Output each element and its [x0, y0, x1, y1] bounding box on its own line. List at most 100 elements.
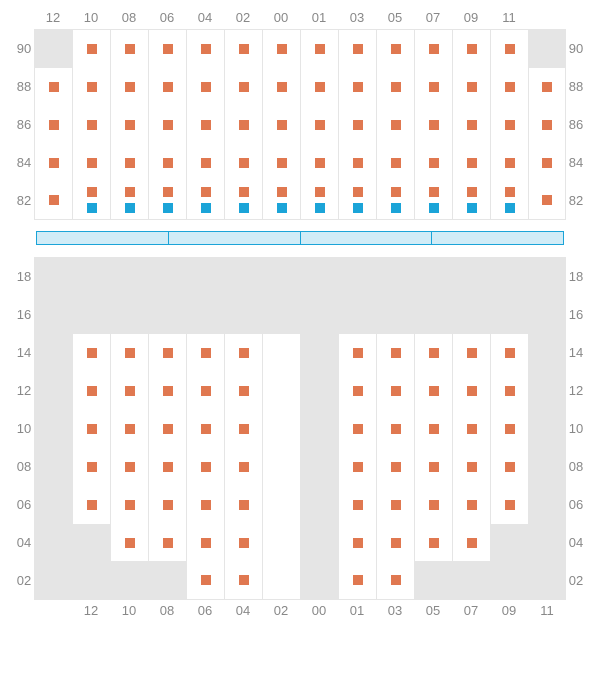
seat-selected-icon[interactable] — [429, 203, 439, 213]
seat-available-icon[interactable] — [391, 500, 401, 510]
seat-available-icon[interactable] — [429, 462, 439, 472]
seat-available-icon[interactable] — [505, 82, 515, 92]
seat-available-icon[interactable] — [239, 120, 249, 130]
seat-available-icon[interactable] — [315, 187, 325, 197]
seat-available-icon[interactable] — [277, 82, 287, 92]
seat-available-icon[interactable] — [239, 82, 249, 92]
seat-available-icon[interactable] — [277, 44, 287, 54]
seat-available-icon[interactable] — [429, 44, 439, 54]
seat-available-icon[interactable] — [429, 348, 439, 358]
seat-available-icon[interactable] — [315, 158, 325, 168]
seat-available-icon[interactable] — [239, 386, 249, 396]
seat-available-icon[interactable] — [542, 120, 552, 130]
seat-available-icon[interactable] — [353, 120, 363, 130]
seat-available-icon[interactable] — [163, 500, 173, 510]
seat-available-icon[interactable] — [391, 44, 401, 54]
seat-available-icon[interactable] — [125, 348, 135, 358]
seat-selected-icon[interactable] — [125, 203, 135, 213]
seat-available-icon[interactable] — [87, 462, 97, 472]
seat-available-icon[interactable] — [201, 538, 211, 548]
seat-available-icon[interactable] — [353, 575, 363, 585]
seat-available-icon[interactable] — [125, 82, 135, 92]
seat-available-icon[interactable] — [429, 120, 439, 130]
seat-available-icon[interactable] — [467, 462, 477, 472]
seat-available-icon[interactable] — [87, 44, 97, 54]
seat-available-icon[interactable] — [239, 158, 249, 168]
seat-available-icon[interactable] — [505, 424, 515, 434]
seat-available-icon[interactable] — [429, 500, 439, 510]
seat-available-icon[interactable] — [125, 158, 135, 168]
seat-available-icon[interactable] — [429, 538, 439, 548]
seat-selected-icon[interactable] — [87, 203, 97, 213]
seat-available-icon[interactable] — [201, 44, 211, 54]
seat-available-icon[interactable] — [201, 386, 211, 396]
seat-available-icon[interactable] — [391, 82, 401, 92]
seat-available-icon[interactable] — [239, 538, 249, 548]
seat-available-icon[interactable] — [353, 462, 363, 472]
seat-available-icon[interactable] — [429, 386, 439, 396]
seat-available-icon[interactable] — [315, 120, 325, 130]
seat-available-icon[interactable] — [87, 82, 97, 92]
seat-selected-icon[interactable] — [391, 203, 401, 213]
seat-available-icon[interactable] — [239, 462, 249, 472]
seat-available-icon[interactable] — [353, 44, 363, 54]
seat-available-icon[interactable] — [125, 500, 135, 510]
seat-available-icon[interactable] — [87, 187, 97, 197]
seat-available-icon[interactable] — [49, 82, 59, 92]
seat-available-icon[interactable] — [391, 424, 401, 434]
seat-available-icon[interactable] — [353, 158, 363, 168]
seat-available-icon[interactable] — [467, 158, 477, 168]
seat-available-icon[interactable] — [353, 424, 363, 434]
seat-available-icon[interactable] — [505, 44, 515, 54]
seat-available-icon[interactable] — [505, 348, 515, 358]
seat-available-icon[interactable] — [163, 386, 173, 396]
seat-available-icon[interactable] — [467, 120, 477, 130]
seat-available-icon[interactable] — [239, 500, 249, 510]
seat-available-icon[interactable] — [467, 538, 477, 548]
seat-available-icon[interactable] — [277, 187, 287, 197]
seat-available-icon[interactable] — [239, 44, 249, 54]
seat-selected-icon[interactable] — [353, 203, 363, 213]
seat-available-icon[interactable] — [353, 82, 363, 92]
seat-available-icon[interactable] — [87, 348, 97, 358]
seat-available-icon[interactable] — [467, 82, 477, 92]
seat-available-icon[interactable] — [391, 120, 401, 130]
seat-available-icon[interactable] — [467, 424, 477, 434]
seat-available-icon[interactable] — [391, 538, 401, 548]
seat-selected-icon[interactable] — [315, 203, 325, 213]
seat-available-icon[interactable] — [49, 195, 59, 205]
seat-selected-icon[interactable] — [163, 203, 173, 213]
seat-available-icon[interactable] — [163, 158, 173, 168]
seat-available-icon[interactable] — [163, 120, 173, 130]
seat-available-icon[interactable] — [163, 538, 173, 548]
seat-available-icon[interactable] — [542, 195, 552, 205]
seat-available-icon[interactable] — [125, 120, 135, 130]
seat-available-icon[interactable] — [467, 348, 477, 358]
seat-selected-icon[interactable] — [467, 203, 477, 213]
seat-available-icon[interactable] — [277, 158, 287, 168]
seat-available-icon[interactable] — [239, 424, 249, 434]
seat-available-icon[interactable] — [391, 158, 401, 168]
seat-available-icon[interactable] — [163, 462, 173, 472]
seat-available-icon[interactable] — [315, 44, 325, 54]
seat-available-icon[interactable] — [125, 386, 135, 396]
seat-available-icon[interactable] — [87, 500, 97, 510]
seat-available-icon[interactable] — [201, 462, 211, 472]
seat-available-icon[interactable] — [201, 187, 211, 197]
seat-available-icon[interactable] — [125, 538, 135, 548]
seat-available-icon[interactable] — [201, 575, 211, 585]
seat-available-icon[interactable] — [467, 187, 477, 197]
seat-available-icon[interactable] — [201, 82, 211, 92]
seat-available-icon[interactable] — [429, 424, 439, 434]
seat-available-icon[interactable] — [391, 575, 401, 585]
seat-available-icon[interactable] — [87, 158, 97, 168]
seat-available-icon[interactable] — [542, 82, 552, 92]
seat-available-icon[interactable] — [239, 348, 249, 358]
seat-available-icon[interactable] — [391, 386, 401, 396]
seat-available-icon[interactable] — [201, 500, 211, 510]
seat-available-icon[interactable] — [353, 187, 363, 197]
seat-available-icon[interactable] — [87, 424, 97, 434]
seat-available-icon[interactable] — [467, 500, 477, 510]
seat-available-icon[interactable] — [201, 120, 211, 130]
seat-available-icon[interactable] — [353, 538, 363, 548]
